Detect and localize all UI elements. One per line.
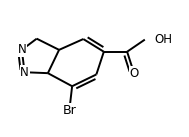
Text: OH: OH [154, 33, 172, 46]
Text: O: O [129, 67, 139, 80]
Text: N: N [17, 43, 26, 56]
Text: Br: Br [62, 104, 76, 117]
Text: N: N [20, 66, 29, 79]
